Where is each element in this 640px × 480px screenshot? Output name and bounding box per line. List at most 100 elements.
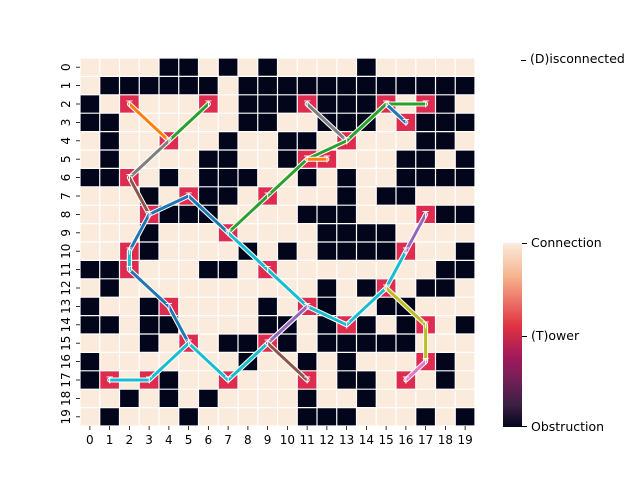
cell-obstruction (455, 76, 475, 95)
legend-tick (521, 60, 526, 61)
cell-connection (159, 94, 179, 114)
cell-connection (435, 186, 456, 206)
cell-connection (455, 334, 475, 353)
cell-connection (455, 389, 475, 408)
cell-connection (218, 205, 238, 224)
cell-connection (297, 278, 317, 298)
cell-obstruction (80, 260, 100, 279)
cell-connection (376, 58, 396, 77)
cell-obstruction (435, 113, 456, 132)
cell-connection (159, 278, 179, 298)
cell-connection (376, 370, 396, 390)
cell-connection (99, 223, 120, 242)
cell-connection (455, 370, 475, 390)
cell-connection (455, 278, 475, 298)
connection-path (305, 102, 349, 143)
cell-obstruction (356, 242, 377, 261)
cell-obstruction (178, 58, 199, 77)
cell-connection (119, 334, 140, 353)
cell-obstruction (139, 76, 159, 95)
y-tick-label: 1 (59, 82, 73, 90)
cell-connection (99, 389, 120, 408)
cell-connection (80, 278, 100, 298)
tower-marker: T (264, 265, 272, 276)
cell-connection (376, 150, 396, 169)
y-tick-label: 9 (59, 229, 73, 237)
tower-marker: T (323, 155, 331, 166)
cell-connection (356, 260, 377, 279)
tower-marker: T (125, 173, 133, 184)
cell-obstruction (356, 76, 377, 95)
cell-connection (99, 186, 120, 206)
cell-connection (238, 260, 258, 279)
cell-obstruction (415, 76, 436, 95)
y-tick-label: 16 (59, 354, 73, 369)
cell-obstruction (99, 150, 120, 169)
cell-connection (238, 58, 258, 77)
cell-connection (178, 94, 199, 114)
cell-obstruction (356, 94, 377, 114)
cell-connection (159, 260, 179, 279)
cell-connection (119, 58, 140, 77)
cell-obstruction (455, 407, 475, 426)
cell-connection (435, 242, 456, 261)
cell-connection (435, 315, 456, 334)
cell-obstruction (198, 186, 219, 206)
cell-connection (238, 186, 258, 206)
cell-connection (336, 58, 357, 77)
cell-obstruction (455, 205, 475, 224)
x-tick-label: 16 (398, 433, 413, 447)
cell-connection (257, 389, 278, 408)
cell-connection (297, 186, 317, 206)
cell-obstruction (356, 58, 377, 77)
cell-connection (159, 407, 179, 426)
y-tick-label: 7 (59, 192, 73, 200)
cell-connection (356, 205, 377, 224)
y-tick-label: 19 (59, 409, 73, 424)
connection-path (127, 102, 171, 143)
cell-connection (435, 223, 456, 242)
tower-marker: T (303, 302, 311, 313)
tower-marker: T (224, 228, 232, 239)
cell-connection (257, 205, 278, 224)
tower-marker: T (125, 247, 133, 258)
cell-obstruction (277, 242, 298, 261)
cell-connection (415, 242, 436, 261)
cell-obstruction (80, 113, 100, 132)
cell-connection (159, 113, 179, 132)
cell-obstruction (435, 131, 456, 150)
cell-connection (415, 389, 436, 408)
colorbar (503, 243, 522, 427)
cell-obstruction (139, 315, 159, 334)
tower-marker: T (125, 265, 133, 276)
cell-connection (317, 352, 337, 371)
cell-obstruction (435, 205, 456, 224)
connection-path (404, 360, 428, 382)
colorbar-label-connection: Connection (531, 235, 602, 250)
connection-path (167, 102, 210, 143)
cell-obstruction (356, 315, 377, 334)
cell-connection (317, 186, 337, 206)
cell-connection (396, 131, 416, 150)
cell-connection (198, 370, 219, 390)
connection-path (147, 194, 230, 235)
cell-obstruction (356, 370, 377, 390)
cell-obstruction (317, 205, 337, 224)
cell-connection (297, 260, 317, 279)
legend-label-disconnected: (D)isconnected (530, 51, 625, 66)
cell-obstruction (159, 389, 179, 408)
cell-obstruction (297, 352, 317, 371)
connection-path (226, 102, 388, 235)
cell-obstruction (317, 407, 337, 426)
cell-obstruction (99, 278, 120, 298)
cell-connection (376, 168, 396, 187)
cell-obstruction (297, 389, 317, 408)
x-tick-label: 12 (319, 433, 334, 447)
cell-connection (356, 150, 377, 169)
cell-obstruction (455, 260, 475, 279)
tower-marker: T (185, 192, 193, 203)
cell-obstruction (277, 150, 298, 169)
cell-obstruction (336, 205, 357, 224)
x-tick-label: 7 (224, 433, 232, 447)
cell-connection (396, 278, 416, 298)
